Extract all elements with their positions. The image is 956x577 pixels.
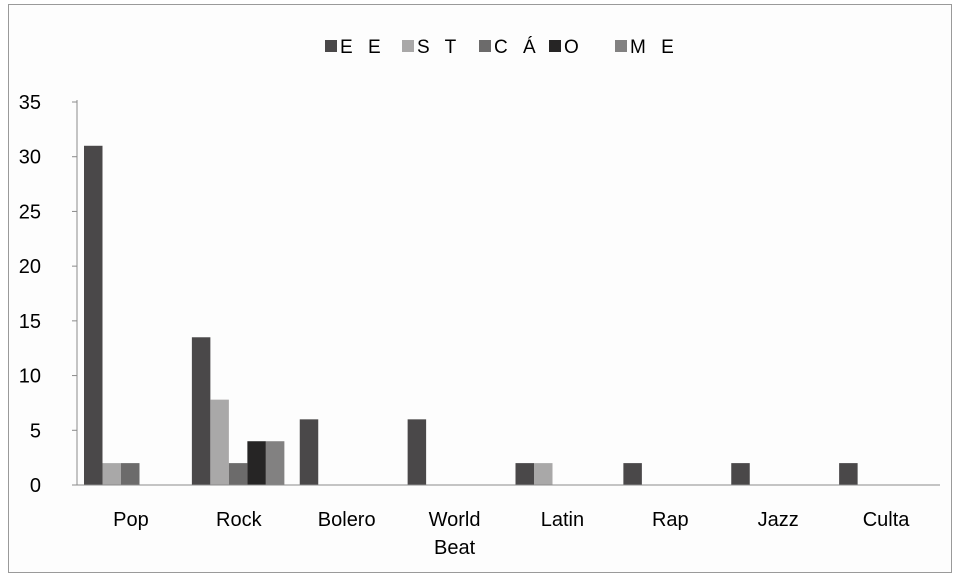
x-tick-label-3: World Beat [429, 509, 481, 559]
y-tick-label-5: 25 [19, 201, 41, 223]
x-tick-label-5: Rap [652, 509, 689, 531]
bar-6-0 [731, 463, 750, 485]
bar-5-0 [623, 463, 642, 485]
bar-1-3 [247, 441, 266, 485]
bars [84, 145, 858, 485]
y-tick-label-6: 30 [19, 147, 41, 169]
x-tick-label-line-1-0: Rock [216, 509, 263, 531]
x-tick-label-1: Rock [216, 509, 263, 531]
y-tick-label-3: 15 [19, 311, 41, 333]
x-tick-label-6: Jazz [758, 509, 799, 531]
y-tick-label-2: 10 [19, 366, 41, 388]
legend-label-4: M E [630, 37, 679, 58]
bar-1-2 [228, 463, 248, 485]
x-tick-label-4: Latin [541, 509, 584, 531]
bar-2-0 [299, 419, 319, 485]
y-tick-label-0: 0 [30, 475, 41, 497]
x-tick-label-line-0-0: Pop [113, 509, 149, 531]
legend-label-3: O [564, 37, 584, 58]
legend-swatch-2 [479, 40, 491, 52]
y-tick-label-7: 35 [19, 92, 41, 114]
bar-4-1 [534, 463, 553, 485]
x-tick-label-0: Pop [113, 509, 149, 531]
x-tick-label-line-6-0: Jazz [758, 509, 799, 531]
legend-label-0: E E [340, 37, 386, 58]
x-axis: Pop Rock Bolero World Beat Latin Rap Jazz Culta [77, 484, 940, 559]
legend-label-1: S T [417, 37, 461, 58]
x-tick-label-line-5-0: Rap [652, 509, 689, 531]
bar-4-0 [515, 463, 534, 485]
legend-swatch-3 [549, 40, 561, 52]
bar-1-0 [191, 337, 211, 485]
x-tick-label-line-3-1: Beat [434, 537, 476, 559]
legend-swatch-4 [615, 40, 627, 52]
y-axis: 0 5 10 15 20 25 30 35 [19, 92, 78, 497]
bar-0-2 [121, 463, 140, 485]
x-tick-label-7: Culta [863, 509, 911, 531]
y-tick-label-1: 5 [30, 420, 41, 442]
x-tick-label-line-2-0: Bolero [318, 509, 376, 531]
x-tick-label-line-3-0: World [429, 509, 481, 531]
bar-1-1 [210, 399, 229, 485]
bar-3-0 [407, 419, 427, 485]
legend-label-2: C Á [494, 37, 541, 58]
legend-swatch-0 [325, 40, 337, 52]
x-tick-label-2: Bolero [318, 509, 376, 531]
x-tick-label-line-4-0: Latin [541, 509, 584, 531]
legend-swatch-1 [402, 40, 414, 52]
bar-1-4 [265, 441, 285, 485]
x-tick-label-line-7-0: Culta [863, 509, 911, 531]
y-tick-label-4: 20 [19, 256, 41, 278]
bar-0-1 [102, 463, 121, 485]
bar-0-0 [84, 145, 103, 485]
bar-7-0 [839, 463, 858, 485]
chart-frame [8, 4, 952, 573]
